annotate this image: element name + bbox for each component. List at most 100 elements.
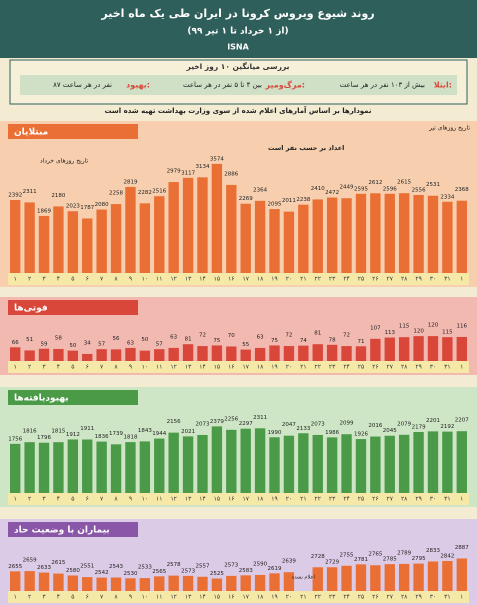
value-label: 115 — [399, 324, 410, 330]
x-tick-label: ۲۱ — [300, 276, 306, 283]
bar — [355, 439, 367, 493]
summary-text: بین ۴ تا ۵ نفر در هر ساعت — [183, 81, 262, 89]
x-tick-label: ۲۷ — [387, 594, 394, 601]
x-tick-label: ۱۴ — [199, 364, 205, 371]
bar — [10, 571, 21, 591]
bar — [427, 195, 439, 273]
x-tick-label: ۲۴ — [343, 276, 349, 283]
x-tick-label: ۷ — [100, 276, 104, 283]
value-label: 2073 — [195, 421, 209, 427]
bar — [139, 203, 151, 273]
value-label: 3574 — [210, 156, 224, 162]
value-label: 115 — [442, 330, 453, 336]
x-tick-label: ۱۰ — [142, 364, 148, 371]
bar — [341, 434, 352, 493]
x-tick-label: ۲۵ — [358, 276, 364, 283]
value-label: 2180 — [51, 193, 65, 199]
x-tick-label: ۱۳ — [185, 594, 192, 601]
value-label: 2379 — [210, 419, 224, 425]
value-label: 2785 — [383, 557, 397, 563]
x-tick-label: ۱۵ — [214, 276, 220, 283]
x-tick-label: ۱۷ — [242, 594, 249, 601]
x-tick-label: ۱۹ — [271, 364, 277, 371]
bar — [298, 433, 309, 493]
value-label: 57 — [156, 342, 163, 348]
summary-label: مرگ‌ومیر: — [265, 80, 306, 90]
panel — [0, 387, 477, 507]
summary-label: بهبود: — [126, 81, 150, 90]
value-label: 59 — [41, 341, 48, 347]
x-tick-label: ۲۵ — [358, 364, 364, 371]
value-label: 2133 — [296, 426, 310, 432]
value-label: 2045 — [383, 428, 397, 434]
value-label: 2207 — [455, 418, 469, 424]
x-tick-label: ۸ — [114, 276, 118, 283]
value-label: 1990 — [268, 430, 282, 436]
x-tick-label: ۱۶ — [228, 276, 234, 283]
x-tick-label: ۲۲ — [315, 496, 321, 503]
x-tick-label: ۲۳ — [329, 594, 336, 601]
x-tick-label: ۵ — [71, 594, 74, 601]
bar — [154, 196, 165, 273]
x-tick-label: ۱۰ — [142, 496, 148, 503]
bar — [384, 337, 395, 361]
x-tick-label: ۸ — [114, 496, 118, 503]
x-tick-label: ۲۷ — [387, 496, 394, 503]
value-label: 2179 — [412, 424, 426, 430]
x-tick-label: ۳۱ — [444, 594, 450, 601]
value-label: 2795 — [412, 556, 426, 562]
bar — [269, 209, 280, 273]
bar — [254, 428, 266, 493]
x-tick-label: ۶ — [86, 364, 89, 371]
x-tick-label: ۴ — [57, 364, 60, 371]
bar — [326, 344, 338, 361]
x-tick-label: ۲۹ — [415, 364, 421, 371]
value-label: 2516 — [152, 189, 166, 195]
value-label: 2659 — [23, 558, 37, 564]
value-label: 75 — [271, 338, 278, 344]
bar — [384, 564, 395, 591]
bar — [370, 565, 381, 591]
summary-text: ۸۷ نفر در هر ساعت — [53, 81, 112, 89]
bar — [427, 431, 439, 493]
value-label: 2297 — [239, 421, 253, 427]
value-label: 63 — [257, 334, 264, 340]
value-label: 50 — [141, 337, 148, 343]
value-label: 1986 — [325, 430, 339, 436]
x-tick-label: ۲۵ — [358, 496, 364, 503]
bar — [82, 218, 93, 273]
x-tick-label: ۲۲ — [315, 594, 321, 601]
x-tick-label: ۲۱ — [300, 594, 306, 601]
value-label: 2525 — [210, 571, 224, 577]
value-label: 2073 — [311, 421, 325, 427]
x-tick-label: ۱۵ — [214, 594, 220, 601]
x-tick-label: ۲۲ — [315, 276, 321, 283]
value-label: 1796 — [37, 435, 51, 441]
x-tick-label: ۱۶ — [228, 594, 234, 601]
value-label: 2543 — [109, 564, 123, 570]
bar — [398, 434, 410, 493]
x-tick-label: ۵ — [71, 364, 74, 371]
x-tick-label: ۱ — [460, 276, 463, 283]
x-tick-label: ۱۵ — [214, 496, 220, 503]
value-label: 2583 — [239, 568, 253, 574]
value-label: 2639 — [282, 559, 296, 565]
bar — [10, 347, 21, 361]
x-tick-label: ۲۱ — [300, 364, 306, 371]
value-label: 2842 — [440, 553, 454, 559]
bar — [427, 336, 439, 361]
x-tick-label: ۱۲ — [170, 364, 176, 371]
x-tick-label: ۲۳ — [329, 276, 336, 283]
value-label: 51 — [26, 337, 33, 343]
x-tick-label: ۳۱ — [444, 276, 450, 283]
bar — [182, 177, 194, 273]
x-tick-label: ۷ — [100, 364, 104, 371]
x-tick-label: ۲۸ — [401, 364, 408, 371]
x-tick-label: ۲ — [28, 276, 31, 283]
value-label: 2556 — [412, 187, 426, 193]
x-tick-label: ۱۵ — [214, 364, 220, 371]
x-tick-label: ۱۸ — [257, 364, 264, 371]
x-tick-label: ۱۸ — [257, 594, 264, 601]
value-label: 2887 — [455, 545, 469, 551]
